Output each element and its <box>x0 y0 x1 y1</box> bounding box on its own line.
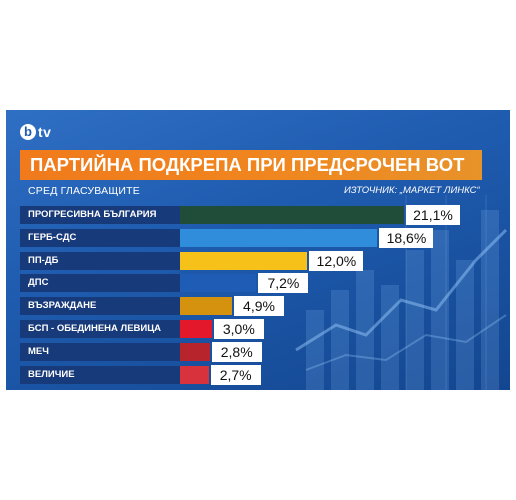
category-label: БСП - ОБЕДИНЕНА ЛЕВИЦА <box>20 320 180 338</box>
btv-logo-b: b <box>20 124 36 140</box>
category-label: ПРОГРЕСИВНА БЪЛГАРИЯ <box>20 206 180 224</box>
bar <box>180 228 378 247</box>
tv-graphic: b tv ПАРТИЙНА ПОДКРЕПА ПРИ ПРЕДСРОЧЕН ВО… <box>6 110 510 390</box>
btv-logo: b tv <box>20 122 51 142</box>
btv-logo-tv: tv <box>38 124 52 140</box>
data-label: 3,0% <box>213 319 264 339</box>
bar <box>180 320 212 338</box>
bar <box>180 365 209 384</box>
category-label: ПП-ДБ <box>20 251 180 270</box>
bar <box>180 206 404 224</box>
data-label: 2,7% <box>210 364 261 385</box>
background-trend-graphic <box>295 195 508 390</box>
bar <box>180 297 233 316</box>
bar <box>180 251 308 270</box>
data-label: 18,6% <box>379 227 434 248</box>
source-note: ИЗТОЧНИК: „МАРКЕТ ЛИНКС“ <box>344 185 480 196</box>
data-label: 4,9% <box>234 296 285 317</box>
category-label: МЕЧ <box>20 342 180 361</box>
category-label: ДПС <box>20 274 180 293</box>
category-label: ГЕРБ-СДС <box>20 228 180 247</box>
bar-chart: ПРОГРЕСИВНА БЪЛГАРИЯ 21,1% ГЕРБ-СДС 18,6% ПП… <box>6 110 510 390</box>
data-label: 12,0% <box>309 250 364 271</box>
data-label: 7,2% <box>258 273 309 294</box>
bar <box>180 342 210 361</box>
category-label: ВЪЗРАЖДАНЕ <box>20 297 180 316</box>
chart-title: ПАРТИЙНА ПОДКРЕПА ПРИ ПРЕДСРОЧЕН ВОТ <box>20 150 482 180</box>
category-label: ВЕЛИЧИЕ <box>20 365 180 384</box>
bar <box>180 274 257 293</box>
chart-subtitle: СРЕД ГЛАСУВАЩИТЕ <box>28 185 140 197</box>
data-label: 2,8% <box>211 341 262 362</box>
data-label: 21,1% <box>406 205 460 225</box>
